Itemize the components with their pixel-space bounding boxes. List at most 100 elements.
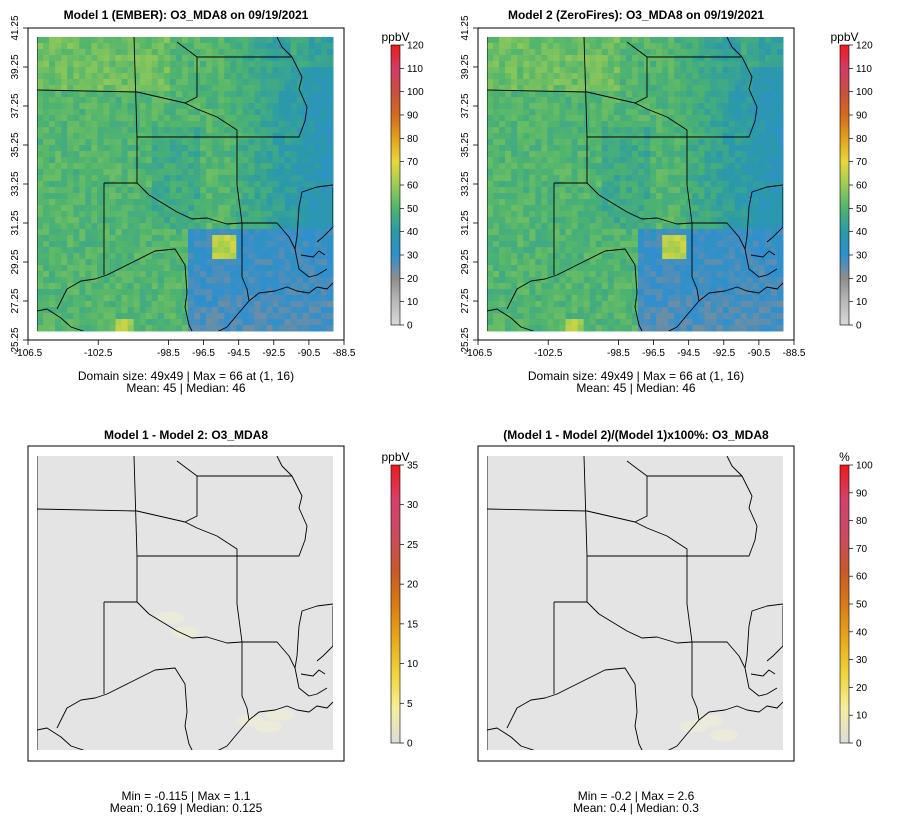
heatmap-cell (692, 217, 699, 224)
heatmap-cell (692, 79, 699, 86)
heatmap-cell (499, 97, 506, 104)
heatmap-cell (188, 223, 195, 230)
heatmap-cell (145, 307, 153, 314)
heatmap-cell (139, 61, 147, 68)
heatmap-cell (43, 301, 50, 308)
heatmap-cell (145, 151, 153, 158)
heatmap-cell (145, 319, 153, 326)
heatmap-cell (175, 145, 183, 152)
heatmap-cell (644, 133, 651, 140)
heatmap-cell (188, 175, 195, 182)
heatmap-cell (103, 157, 110, 164)
heatmap-cell (764, 229, 772, 236)
heatmap-cell (206, 187, 213, 194)
heatmap-cell (236, 283, 243, 290)
heatmap-cell (710, 265, 718, 272)
heatmap-cell (704, 91, 712, 98)
heatmap-cell (674, 85, 681, 92)
heatmap-cell (565, 229, 573, 236)
heatmap-cell (565, 205, 573, 212)
heatmap-cell (698, 115, 705, 122)
heatmap-cell (523, 223, 530, 230)
heatmap-cell (517, 49, 524, 56)
heatmap-cell (67, 61, 74, 68)
heatmap-cell (181, 91, 189, 98)
heatmap-cell (770, 97, 778, 104)
heatmap-cell (656, 265, 663, 272)
heatmap-cell (710, 295, 718, 302)
heatmap-cell (709, 729, 738, 742)
heatmap-cell (668, 169, 675, 176)
heatmap-cell (740, 247, 748, 254)
heatmap-cell (686, 121, 693, 128)
heatmap-cell (163, 283, 171, 290)
y-tick-label: 35.25 (10, 132, 21, 157)
heatmap-cell (770, 169, 778, 176)
heatmap-cell (487, 325, 494, 332)
heatmap-cell (200, 319, 207, 326)
heatmap-cell (535, 223, 542, 230)
heatmap-cell (175, 37, 183, 44)
heatmap-cell (589, 115, 597, 122)
heatmap-cell (764, 85, 772, 92)
heatmap-cell (49, 91, 56, 98)
heatmap-cell (85, 193, 92, 200)
heatmap-cell (529, 85, 536, 92)
heatmap-cell (236, 235, 243, 242)
heatmap-cell (151, 235, 159, 242)
heatmap-cell (662, 103, 669, 110)
heatmap-cell (49, 247, 56, 254)
heatmap-cell (91, 61, 98, 68)
heatmap-cell (625, 157, 633, 164)
heatmap-cell (499, 253, 506, 260)
heatmap-cell (650, 175, 657, 182)
heatmap-cell (169, 79, 177, 86)
heatmap-cell (103, 235, 110, 242)
heatmap-cell (577, 115, 585, 122)
heatmap-cell (607, 217, 615, 224)
heatmap-cell (127, 61, 135, 68)
heatmap-cell (541, 85, 548, 92)
heatmap-cell (266, 169, 274, 176)
heatmap-cell (493, 61, 500, 68)
heatmap-cell (73, 67, 80, 74)
heatmap-cell (710, 151, 718, 158)
heatmap-cell (37, 217, 44, 224)
heatmap-cell (668, 247, 675, 254)
heatmap-cell (595, 271, 603, 278)
heatmap-cell (716, 211, 724, 218)
heatmap-cell (662, 313, 669, 320)
heatmap-cell (115, 217, 123, 224)
heatmap-cell (49, 73, 56, 80)
heatmap-cell (704, 253, 712, 260)
heatmap-cell (212, 229, 219, 236)
heatmap-cell (619, 37, 627, 44)
heatmap-cell (601, 289, 609, 296)
heatmap-cell (278, 49, 286, 56)
heatmap-cell (601, 283, 609, 290)
heatmap-cell (254, 259, 262, 266)
heatmap-cell (236, 241, 243, 248)
heatmap-cell (758, 79, 766, 86)
heatmap-cell (91, 307, 98, 314)
heatmap-cell (493, 247, 500, 254)
heatmap-cell (698, 145, 705, 152)
heatmap-cell (638, 133, 645, 140)
heatmap-cell (505, 127, 512, 134)
heatmap-cell (595, 37, 603, 44)
heatmap-cell (121, 109, 129, 116)
heatmap-cell (517, 271, 524, 278)
heatmap-cell (770, 265, 778, 272)
heatmap-cell (230, 169, 237, 176)
heatmap-cell (686, 181, 693, 188)
heatmap-cell (163, 157, 171, 164)
heatmap-cell (188, 85, 195, 92)
heatmap-cell (169, 67, 177, 74)
heatmap-cell (218, 43, 225, 50)
heatmap-cell (752, 61, 760, 68)
heatmap-cell (511, 259, 518, 266)
heatmap-cell (308, 223, 316, 230)
heatmap-cell (553, 295, 560, 302)
heatmap-cell (680, 289, 687, 296)
heatmap-cell (674, 79, 681, 86)
